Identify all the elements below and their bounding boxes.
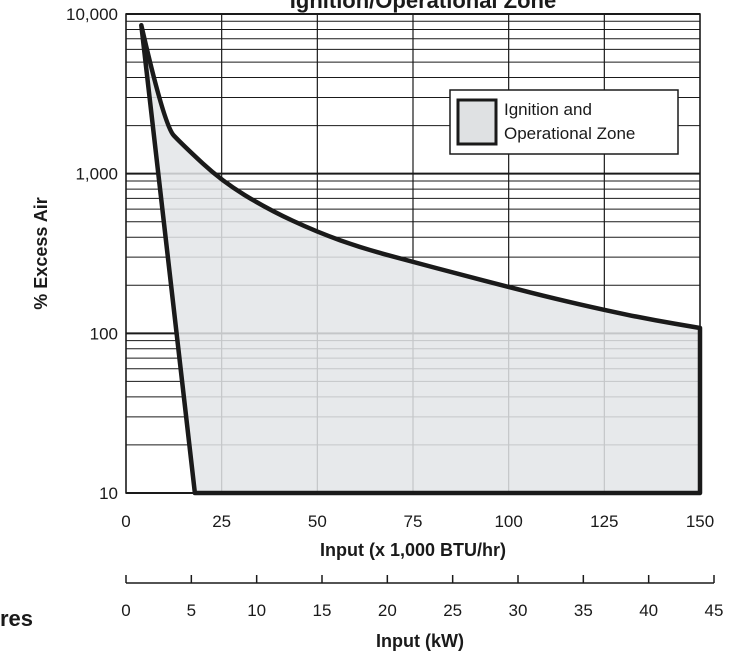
secondary-x-tick-label: 30: [509, 601, 528, 620]
x-tick-label: 150: [686, 512, 714, 531]
secondary-x-tick-label: 45: [705, 601, 724, 620]
secondary-x-tick-label: 40: [639, 601, 658, 620]
secondary-x-tick-label: 20: [378, 601, 397, 620]
x-tick-label: 125: [590, 512, 618, 531]
y-tick-label: 1,000: [75, 165, 118, 184]
x-tick-label: 0: [121, 512, 130, 531]
y-tick-labels: 10 100 1,000 10,000: [66, 5, 118, 503]
legend-swatch: [456, 98, 498, 146]
x-tick-label: 25: [212, 512, 231, 531]
secondary-x-tick-label: 25: [443, 601, 462, 620]
legend-label-line2: Operational Zone: [504, 124, 635, 143]
legend: Ignition and Operational Zone: [449, 89, 679, 155]
secondary-x-axis-label: Input (kW): [376, 631, 464, 651]
secondary-x-axis: 0 5 10 15 20 25 30 35 40 45: [121, 575, 723, 620]
chart-title: Ignition/Operational Zone: [290, 0, 556, 13]
x-tick-label: 50: [308, 512, 327, 531]
x-tick-labels: 0 25 50 75 100 125 150: [121, 512, 714, 531]
y-tick-label: 10: [99, 484, 118, 503]
ignition-operational-zone: [141, 25, 701, 494]
secondary-x-tick-label: 15: [313, 601, 332, 620]
plot-border: [125, 13, 701, 494]
secondary-x-tick-label: 0: [121, 601, 130, 620]
zone-boundary-line: [139, 23, 703, 496]
secondary-x-tick-label: 35: [574, 601, 593, 620]
x-axis-label: Input (x 1,000 BTU/hr): [320, 540, 506, 560]
y-tick-label: 10,000: [66, 5, 118, 24]
x-tick-label: 100: [494, 512, 522, 531]
secondary-x-tick-label: 10: [247, 601, 266, 620]
x-tick-label: 75: [404, 512, 423, 531]
legend-label-line1: Ignition and: [504, 100, 592, 119]
y-tick-label: 100: [90, 324, 118, 343]
secondary-x-tick-label: 5: [187, 601, 196, 620]
cropped-text-fragment: res: [0, 606, 33, 631]
y-axis-label: % Excess Air: [31, 197, 51, 309]
